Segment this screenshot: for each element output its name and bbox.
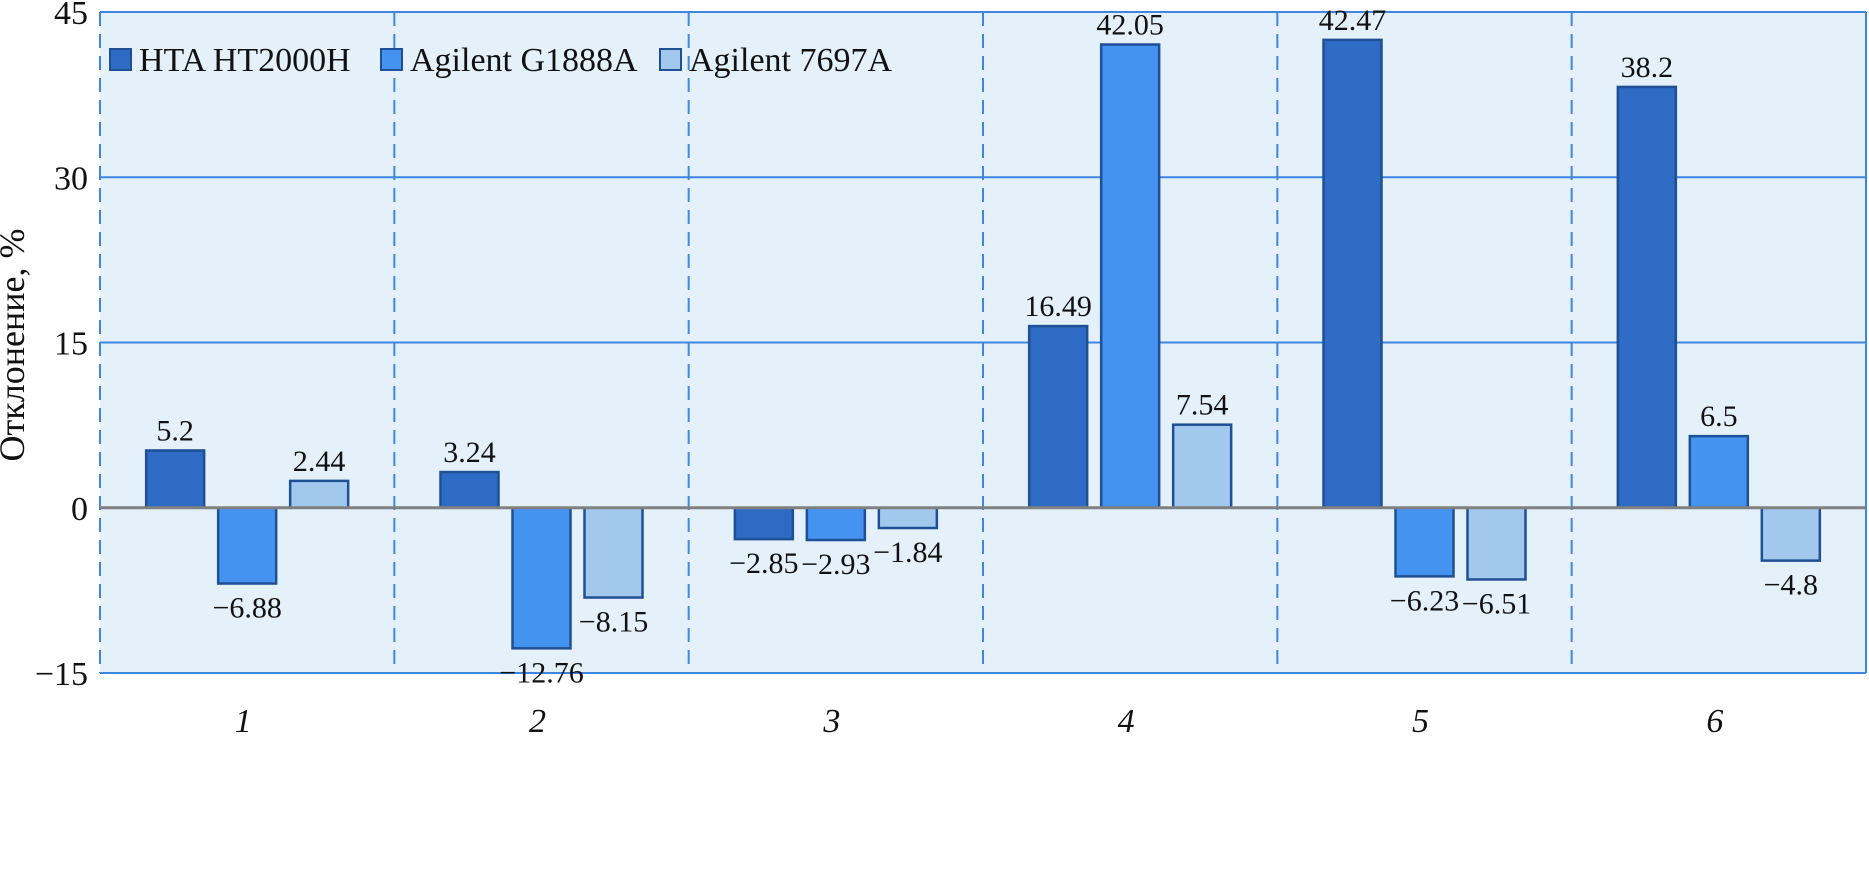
y-tick-label: 30 bbox=[54, 160, 88, 197]
data-labels: 5.2 −6.88 2.44 3.24 −12.76 −8.15 −2.85 −2.93 −1.… bbox=[156, 4, 1818, 689]
data-label: 3.24 bbox=[443, 436, 496, 469]
data-label: 42.05 bbox=[1096, 8, 1164, 41]
y-axis-title: Отклонение, % bbox=[0, 229, 32, 462]
bar bbox=[583, 506, 644, 599]
bar bbox=[1099, 43, 1161, 509]
legend-swatch bbox=[659, 48, 682, 71]
bar bbox=[511, 506, 572, 650]
data-label: −2.85 bbox=[729, 547, 798, 580]
bar bbox=[216, 506, 278, 585]
y-tick-label: 15 bbox=[54, 326, 88, 363]
data-label: −4.8 bbox=[1764, 569, 1818, 602]
data-label: −6.23 bbox=[1390, 584, 1459, 617]
x-tick-label: 1 bbox=[235, 703, 252, 740]
legend-label: Agilent 7697A bbox=[689, 42, 892, 79]
data-label: 42.47 bbox=[1319, 4, 1387, 37]
x-tick-label: 2 bbox=[529, 703, 546, 740]
bar bbox=[288, 479, 350, 509]
legend-label: HTA HT2000H bbox=[139, 42, 351, 79]
x-tick-label: 3 bbox=[822, 703, 840, 740]
legend-swatch bbox=[380, 48, 403, 71]
bar bbox=[1394, 506, 1455, 578]
data-label: 6.5 bbox=[1700, 400, 1738, 433]
bar bbox=[877, 506, 939, 530]
data-label: −12.76 bbox=[499, 656, 583, 689]
legend-label: Agilent G1888A bbox=[410, 42, 638, 79]
bar bbox=[805, 506, 867, 542]
data-label: −6.51 bbox=[1462, 587, 1531, 620]
data-label: 7.54 bbox=[1176, 389, 1229, 422]
bar bbox=[1171, 423, 1233, 509]
bar bbox=[1027, 324, 1089, 510]
x-tick-label: 6 bbox=[1706, 703, 1723, 740]
x-tick-label: 5 bbox=[1412, 703, 1429, 740]
data-label: −6.88 bbox=[212, 592, 281, 625]
y-tick-label: 45 bbox=[54, 0, 88, 32]
data-label: 16.49 bbox=[1024, 290, 1092, 323]
bar bbox=[1688, 434, 1750, 509]
grid-lines bbox=[99, 11, 1867, 674]
y-tick-label: 0 bbox=[71, 491, 88, 528]
data-label: −1.84 bbox=[873, 536, 942, 569]
data-label: 38.2 bbox=[1621, 51, 1674, 84]
legend: HTA HT2000H Agilent G1888A Agilent 7697A bbox=[109, 42, 892, 79]
data-label: −8.15 bbox=[579, 606, 648, 639]
data-label: −2.93 bbox=[801, 548, 870, 581]
y-tick-label: −15 bbox=[35, 656, 88, 693]
bar bbox=[1466, 506, 1527, 581]
x-tick-label: 4 bbox=[1118, 703, 1135, 740]
bar bbox=[144, 449, 206, 510]
bar bbox=[1322, 38, 1383, 510]
legend-swatch bbox=[109, 48, 132, 71]
bar bbox=[439, 470, 500, 509]
data-label: 2.44 bbox=[293, 445, 346, 478]
bar bbox=[733, 506, 795, 541]
bar bbox=[1616, 85, 1678, 509]
data-label: 5.2 bbox=[156, 414, 194, 447]
bar bbox=[1760, 506, 1822, 562]
